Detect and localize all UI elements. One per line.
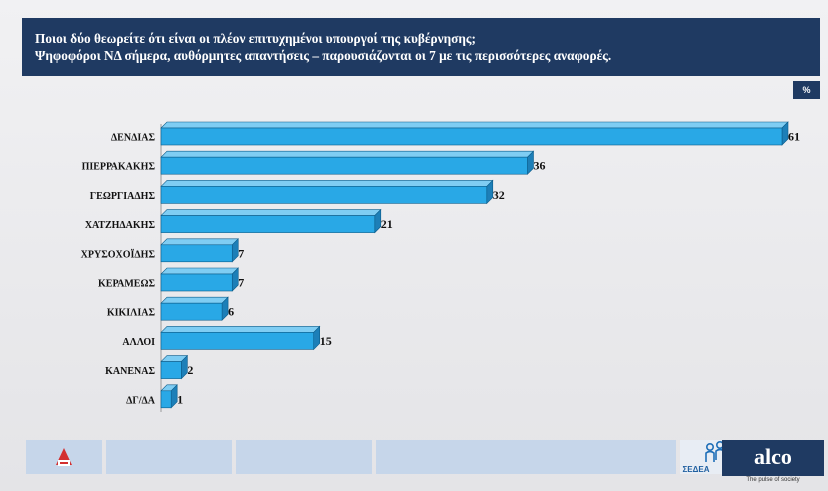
chart-subtitle: Ψηφοφόροι ΝΔ σήμερα, αυθόρμητες απαντήσε… [35,48,612,63]
footer-segment-2 [236,440,372,474]
bar [160,296,229,321]
bar-top-face [160,238,239,246]
bar [160,325,321,351]
bar-front-face [160,332,315,350]
data-label: 61 [788,130,800,144]
chart-title-band: Ποιοι δύο θεωρείτε ότι είναι οι πλέον επ… [22,18,820,76]
data-label: 2 [187,363,193,377]
bar-top-face [160,209,382,216]
data-label: 6 [228,305,234,319]
bar-front-face [160,361,182,379]
bar [160,150,535,175]
bar-top-face [160,296,229,304]
category-label: ΚΕΡΑΜΕΩΣ [98,279,155,290]
bar-front-face [160,273,233,292]
category-label: ΑΛΛΟΙ [122,337,155,348]
alco-logo: alco [722,440,824,476]
bar-top-face [160,121,789,129]
category-label: ΠΙΕΡΡΑΚΑΚΗΣ [82,162,156,173]
category-label: ΧΑΤΖΗΔΑΚΗΣ [85,220,156,231]
data-label: 1 [177,392,183,406]
category-label: ΓΕΩΡΓΙΑΔΗΣ [90,191,156,202]
bar-front-face [160,302,223,321]
bar-top-face [160,267,239,275]
category-label: ΧΡΥΣΟΧΟΪΔΗΣ [81,247,156,260]
bar-top-face [160,180,494,187]
category-label: ΚΙΚΙΛΙΑΣ [107,308,156,319]
bar-front-face [160,215,376,233]
bar [160,238,239,263]
chart-title: Ποιοι δύο θεωρείτε ότι είναι οι πλέον επ… [35,31,476,46]
bar-top-face [160,150,535,158]
bar [160,121,789,146]
alco-tagline: The pulse of society [746,477,800,483]
bar [160,384,178,409]
bar-front-face [160,390,172,409]
data-label: 7 [238,276,244,290]
data-label: 7 [238,246,244,260]
category-label: ΔΓ/ΔΑ [126,395,156,406]
category-label: ΚΑΝΕΝΑΣ [105,366,155,377]
data-label: 21 [381,217,393,231]
category-label: ΔΕΝΔΙΑΣ [111,133,156,144]
data-label: 32 [493,188,505,202]
footer-left-logo-cell [26,440,102,474]
bar [160,267,239,292]
footer-segment-1 [106,440,232,474]
bar-front-face [160,127,783,146]
bar-top-face [160,326,321,333]
alco-small-logo-icon [56,448,72,466]
data-label: 36 [533,159,545,173]
bar-front-face [160,156,528,175]
sedea-label: ΣΕΔΕΑ [682,465,710,474]
unit-badge: % [793,81,820,99]
data-label: 15 [320,334,332,348]
bar [160,354,189,380]
footer-segment-3 [376,440,676,474]
bar [160,208,382,234]
bar [160,179,494,205]
bar-front-face [160,186,488,204]
bar-front-face [160,244,233,263]
